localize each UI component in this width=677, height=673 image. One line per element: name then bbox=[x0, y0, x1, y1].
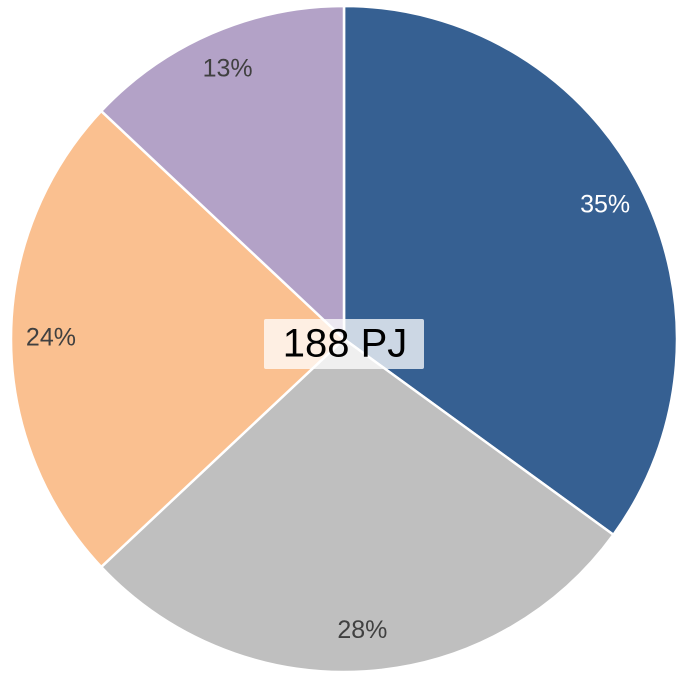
pie-slice bbox=[99, 4, 346, 342]
pie-slice bbox=[9, 109, 346, 569]
slice-label: 28% bbox=[337, 616, 387, 644]
slice-label: 13% bbox=[203, 55, 253, 83]
pie-slice bbox=[99, 337, 616, 673]
pie-slice bbox=[342, 4, 677, 537]
slice-label: 35% bbox=[580, 191, 630, 219]
center-label: 188 PJ bbox=[283, 322, 408, 366]
center-label-box bbox=[264, 319, 424, 369]
slice-label: 24% bbox=[26, 324, 76, 352]
